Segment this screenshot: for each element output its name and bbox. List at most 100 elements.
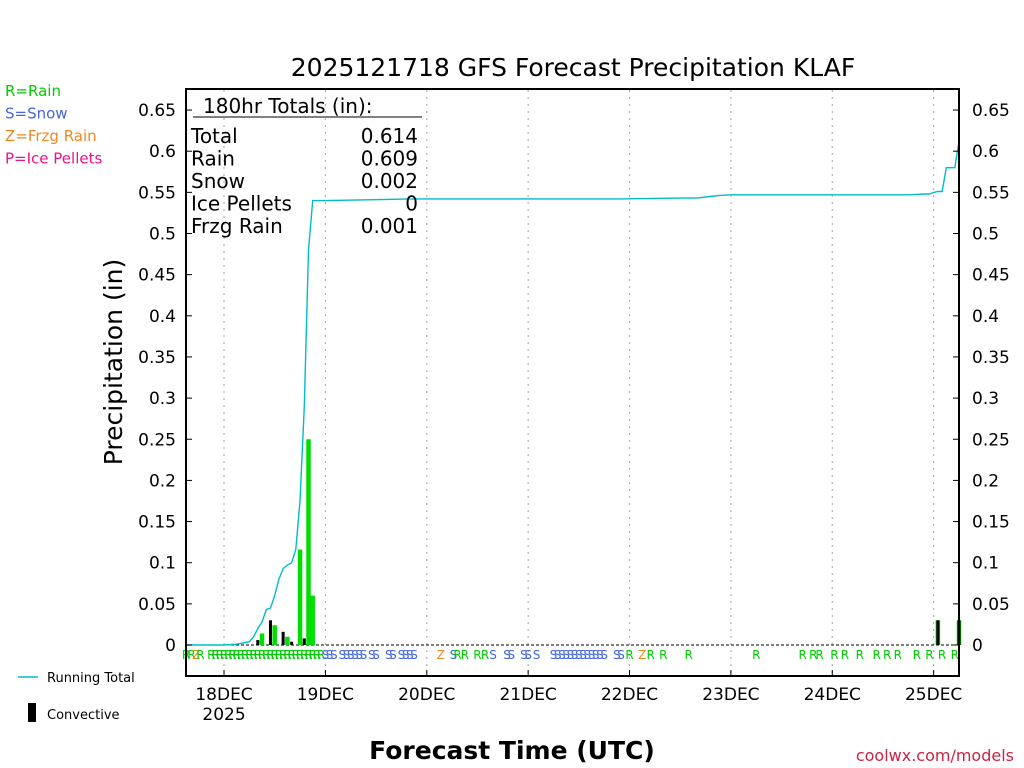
y-tick-label-right: 0.1 xyxy=(972,554,999,574)
precip-type-code: S xyxy=(592,648,600,662)
precip-type-code: R xyxy=(317,648,325,662)
legend-bar-swatch xyxy=(28,703,36,722)
y-tick-label-left: 0.15 xyxy=(138,513,176,533)
y-tick-label-right: 0.2 xyxy=(972,471,999,491)
precip-type-code: S xyxy=(410,648,418,662)
precip-type-code: R xyxy=(659,648,667,662)
precip-type-code: S xyxy=(338,648,346,662)
totals-row-value: 0.001 xyxy=(361,214,418,238)
precip-type-code: R xyxy=(894,648,902,662)
y-tick-label-right: 0.25 xyxy=(972,430,1010,450)
precip-type-code: S xyxy=(360,648,368,662)
precip-type-code: R xyxy=(830,648,838,662)
precip-type-code: S xyxy=(372,648,380,662)
x-tick-label: 19DEC xyxy=(297,685,354,705)
precip-type-code: R xyxy=(258,648,266,662)
y-tick-label-right: 0.55 xyxy=(972,183,1010,203)
totals-box: 180hr Totals (in): Total 0.614 Rain 0.609 Sn… xyxy=(190,94,422,238)
y-tick-label-left: 0.25 xyxy=(138,430,176,450)
credit-text: coolwx.com/models xyxy=(856,746,1014,765)
precip-type-code: S xyxy=(389,648,397,662)
precip-type-code: S xyxy=(402,648,410,662)
precip-type-code: R xyxy=(300,648,308,662)
precip-type-code: S xyxy=(571,648,579,662)
y-tick-label-left: 0.4 xyxy=(149,307,176,327)
precip-type-code: S xyxy=(583,648,591,662)
precip-type-code: R xyxy=(815,648,823,662)
precip-type-code: R xyxy=(304,648,312,662)
precip-type-code: R xyxy=(228,648,236,662)
type-legend-entry: R=Rain xyxy=(5,82,61,100)
y-tick-label-left: 0.1 xyxy=(149,554,176,574)
precip-type-code: S xyxy=(533,648,541,662)
precip-type-code: S xyxy=(351,648,359,662)
convective-bar xyxy=(256,640,260,645)
y-tick-label-left: 0.5 xyxy=(149,225,176,245)
precip-type-code: R xyxy=(275,648,283,662)
series-legend: Running Total Convective xyxy=(18,671,135,723)
precip-type-code: R xyxy=(211,648,219,662)
totals-rows: Total 0.614 Rain 0.609 Snow 0.002 Ice Pellets 0… xyxy=(190,124,418,238)
precip-type-code: R xyxy=(809,648,817,662)
convective-bar xyxy=(936,620,940,645)
precip-type-code: S xyxy=(330,648,338,662)
precip-bar xyxy=(310,595,315,645)
precip-type-code: S xyxy=(550,648,558,662)
precip-type-legend: R=Rain S=Snow Z=Frzg Rain P=Ice Pellets xyxy=(5,82,102,168)
precip-type-code: R xyxy=(266,648,274,662)
precip-type-code: S xyxy=(520,648,528,662)
precip-type-code: S xyxy=(588,648,596,662)
precip-type-code: R xyxy=(883,648,891,662)
precip-type-code: R xyxy=(233,648,241,662)
y-axis-ticks: 0 0 0.05 0.05 0.1 0.1 0.15 0.15 0.2 0.2 0.25 0.25 0.… xyxy=(138,101,1010,656)
y-tick-label-left: 0 xyxy=(165,636,176,656)
y-tick-label-right: 0.65 xyxy=(972,101,1010,121)
precip-type-code: R xyxy=(271,648,279,662)
y-tick-label-left: 0.65 xyxy=(138,101,176,121)
plot-frame xyxy=(185,88,960,677)
precip-type-code: R xyxy=(752,648,760,662)
precip-type-code: S xyxy=(596,648,604,662)
precip-type-code: S xyxy=(558,648,566,662)
precip-type-code: Z xyxy=(638,648,646,662)
precip-type-code: S xyxy=(368,648,376,662)
precip-type-code: S xyxy=(326,648,334,662)
y-tick-label-right: 0.15 xyxy=(972,513,1010,533)
y-tick-label-right: 0.45 xyxy=(972,266,1010,286)
precip-type-code: S xyxy=(355,648,363,662)
chart-gridlines xyxy=(186,90,959,675)
precip-type-code: S xyxy=(613,648,621,662)
y-axis-label: Precipitation (in) xyxy=(99,259,128,466)
precip-bar xyxy=(306,439,311,645)
precip-type-code: R xyxy=(241,648,249,662)
x-tick-label: 24DEC xyxy=(804,685,861,705)
y-tick-label-left: 0.3 xyxy=(149,389,176,409)
y-tick-label-left: 0.55 xyxy=(138,183,176,203)
precip-type-code: R xyxy=(841,648,849,662)
precip-type-code: R xyxy=(453,648,461,662)
convective-bar xyxy=(290,641,294,645)
x-tick-label: 18DEC xyxy=(195,685,252,705)
y-tick-label-right: 0.6 xyxy=(972,142,999,162)
precip-type-code: R xyxy=(254,648,262,662)
precip-type-code: R xyxy=(625,648,633,662)
totals-row-value: 0.614 xyxy=(361,124,418,148)
precip-type-code: S xyxy=(322,648,330,662)
precip-type-code: S xyxy=(575,648,583,662)
precip-type-code: R xyxy=(856,648,864,662)
precip-type-code: S xyxy=(385,648,393,662)
precip-type-code: R xyxy=(872,648,880,662)
precip-type-code: S xyxy=(343,648,351,662)
precip-type-code: S xyxy=(347,648,355,662)
precip-type-code: R xyxy=(646,648,654,662)
precip-type-code: S xyxy=(567,648,575,662)
precip-type-code: R xyxy=(313,648,321,662)
type-legend-entry: S=Snow xyxy=(5,105,68,123)
precip-type-code: S xyxy=(507,648,515,662)
chart-title: 2025121718 GFS Forecast Precipitation KL… xyxy=(291,53,855,82)
y-tick-label-left: 0.35 xyxy=(138,348,176,368)
precip-type-code: S xyxy=(398,648,406,662)
y-tick-label-right: 0.3 xyxy=(972,389,999,409)
